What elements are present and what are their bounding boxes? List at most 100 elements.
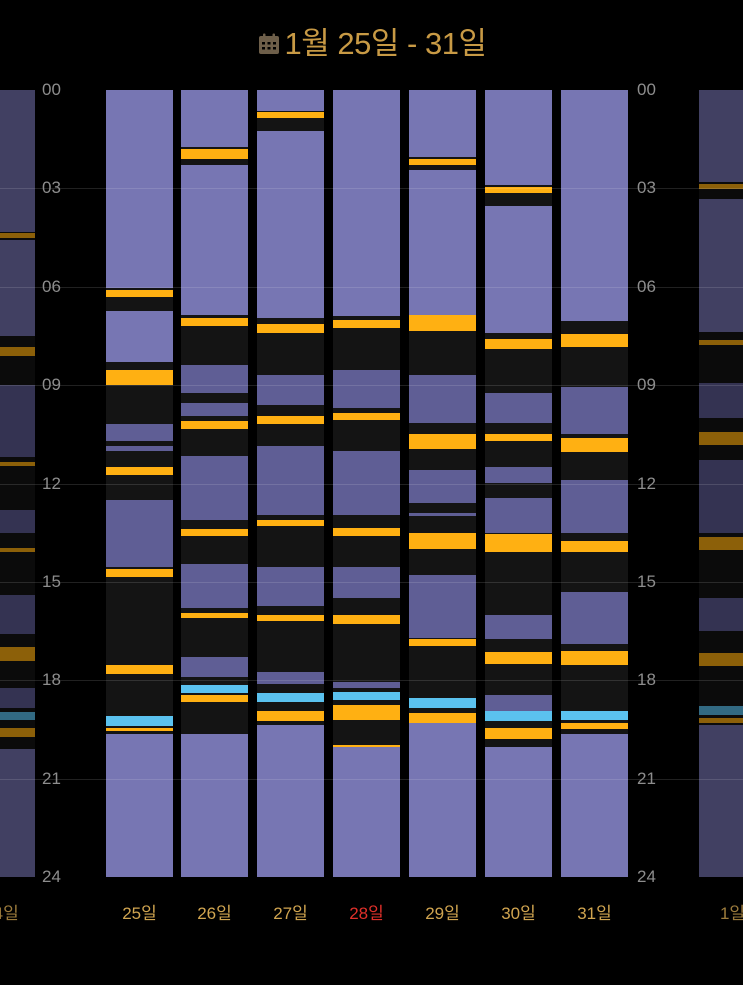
left-axis-tick: 18 [42, 670, 61, 690]
segment-purple [0, 239, 35, 336]
segment-orange [561, 540, 628, 553]
segment-orange [409, 434, 476, 450]
segment-orange [257, 111, 324, 118]
segment-dark-purple [485, 498, 552, 533]
day-column-8[interactable] [699, 90, 743, 877]
segment-dark-purple [409, 575, 476, 638]
segment-orange [257, 324, 324, 333]
segment-blue [409, 698, 476, 709]
segment-purple [699, 724, 743, 877]
right-axis-tick: 06 [637, 276, 656, 296]
segment-orange [333, 412, 400, 420]
segment-purple [106, 311, 173, 363]
segment-orange [257, 711, 324, 722]
date-range-title: 1월 25일 - 31일 [284, 26, 487, 61]
segment-dark-purple [181, 563, 248, 609]
left-axis-tick: 00 [42, 80, 61, 99]
segment-purple [181, 90, 248, 148]
segment-purple [181, 734, 248, 877]
left-axis-tick: 21 [42, 768, 61, 788]
segment-blue [106, 716, 173, 727]
day-column-1[interactable] [106, 90, 173, 877]
day-column-5[interactable] [409, 90, 476, 877]
segment-dark-purple [0, 509, 35, 533]
day-label[interactable]: 29일 [425, 904, 460, 923]
segment-orange [409, 713, 476, 723]
segment-orange [699, 432, 743, 445]
date-range-header[interactable]: 1월 25일 - 31일 [0, 18, 743, 63]
day-label[interactable]: 28일 [349, 904, 384, 923]
segment-orange [699, 717, 743, 723]
segment-orange [257, 416, 324, 425]
segment-dark-purple [257, 375, 324, 405]
segment-orange [106, 290, 173, 297]
segment-dark-purple [561, 591, 628, 645]
gridline [0, 581, 743, 583]
segment-purple [333, 747, 400, 877]
segment-orange [561, 722, 628, 730]
segment-dark-purple [181, 365, 248, 394]
segment-dark-purple [106, 424, 173, 441]
segment-orange [257, 519, 324, 527]
day-label[interactable]: 24일 [0, 904, 19, 923]
segment-purple [699, 198, 743, 332]
segment-orange [409, 639, 476, 646]
day-column-4[interactable] [333, 90, 400, 877]
segment-dark-purple [699, 597, 743, 632]
segment-dark-purple [485, 393, 552, 423]
calendar-icon [258, 33, 279, 54]
gridline [0, 483, 743, 485]
day-column-2[interactable] [181, 90, 248, 877]
day-label[interactable]: 30일 [501, 904, 536, 923]
left-axis-tick: 06 [42, 276, 61, 296]
gridline [0, 778, 743, 780]
segment-purple [333, 90, 400, 317]
segment-orange [409, 314, 476, 331]
day-column-3[interactable] [257, 90, 324, 877]
gridline [0, 680, 743, 682]
segment-orange [0, 727, 35, 737]
segment-purple [485, 206, 552, 333]
segment-orange [699, 339, 743, 345]
segment-orange [181, 421, 248, 430]
segment-dark-purple [485, 695, 552, 712]
day-label[interactable]: 31일 [577, 904, 612, 923]
segment-dark-purple [333, 681, 400, 689]
segment-dark-purple [699, 382, 743, 418]
segment-orange [0, 347, 35, 356]
segment-orange [106, 727, 173, 732]
segment-purple [181, 165, 248, 315]
left-axis-tick: 09 [42, 375, 61, 395]
segment-orange [106, 665, 173, 674]
segment-blue [561, 711, 628, 720]
segment-dark-purple [409, 513, 476, 517]
right-axis-tick: 18 [637, 670, 656, 690]
segment-orange [561, 437, 628, 453]
segment-purple [106, 734, 173, 877]
day-column-6[interactable] [485, 90, 552, 877]
day-column-0[interactable] [0, 90, 35, 877]
segment-dark-purple [106, 445, 173, 451]
segment-orange [181, 149, 248, 159]
segment-purple [699, 90, 743, 182]
segment-orange [333, 744, 400, 747]
day-label[interactable]: 26일 [197, 904, 232, 923]
segment-orange [485, 434, 552, 441]
segment-orange [485, 727, 552, 740]
segment-dark-purple [485, 614, 552, 640]
segment-purple [409, 170, 476, 315]
segment-blue [333, 691, 400, 700]
segment-orange [0, 547, 35, 553]
day-label[interactable]: 1일 [719, 904, 743, 923]
segment-orange [485, 652, 552, 664]
segment-dark-purple [181, 403, 248, 417]
segment-orange [485, 339, 552, 350]
segment-orange [409, 158, 476, 166]
day-label[interactable]: 25일 [122, 904, 157, 923]
segment-blue [485, 711, 552, 722]
segment-orange [333, 614, 400, 625]
segment-orange [106, 467, 173, 476]
day-label[interactable]: 27일 [273, 904, 308, 923]
day-column-7[interactable] [561, 90, 628, 877]
